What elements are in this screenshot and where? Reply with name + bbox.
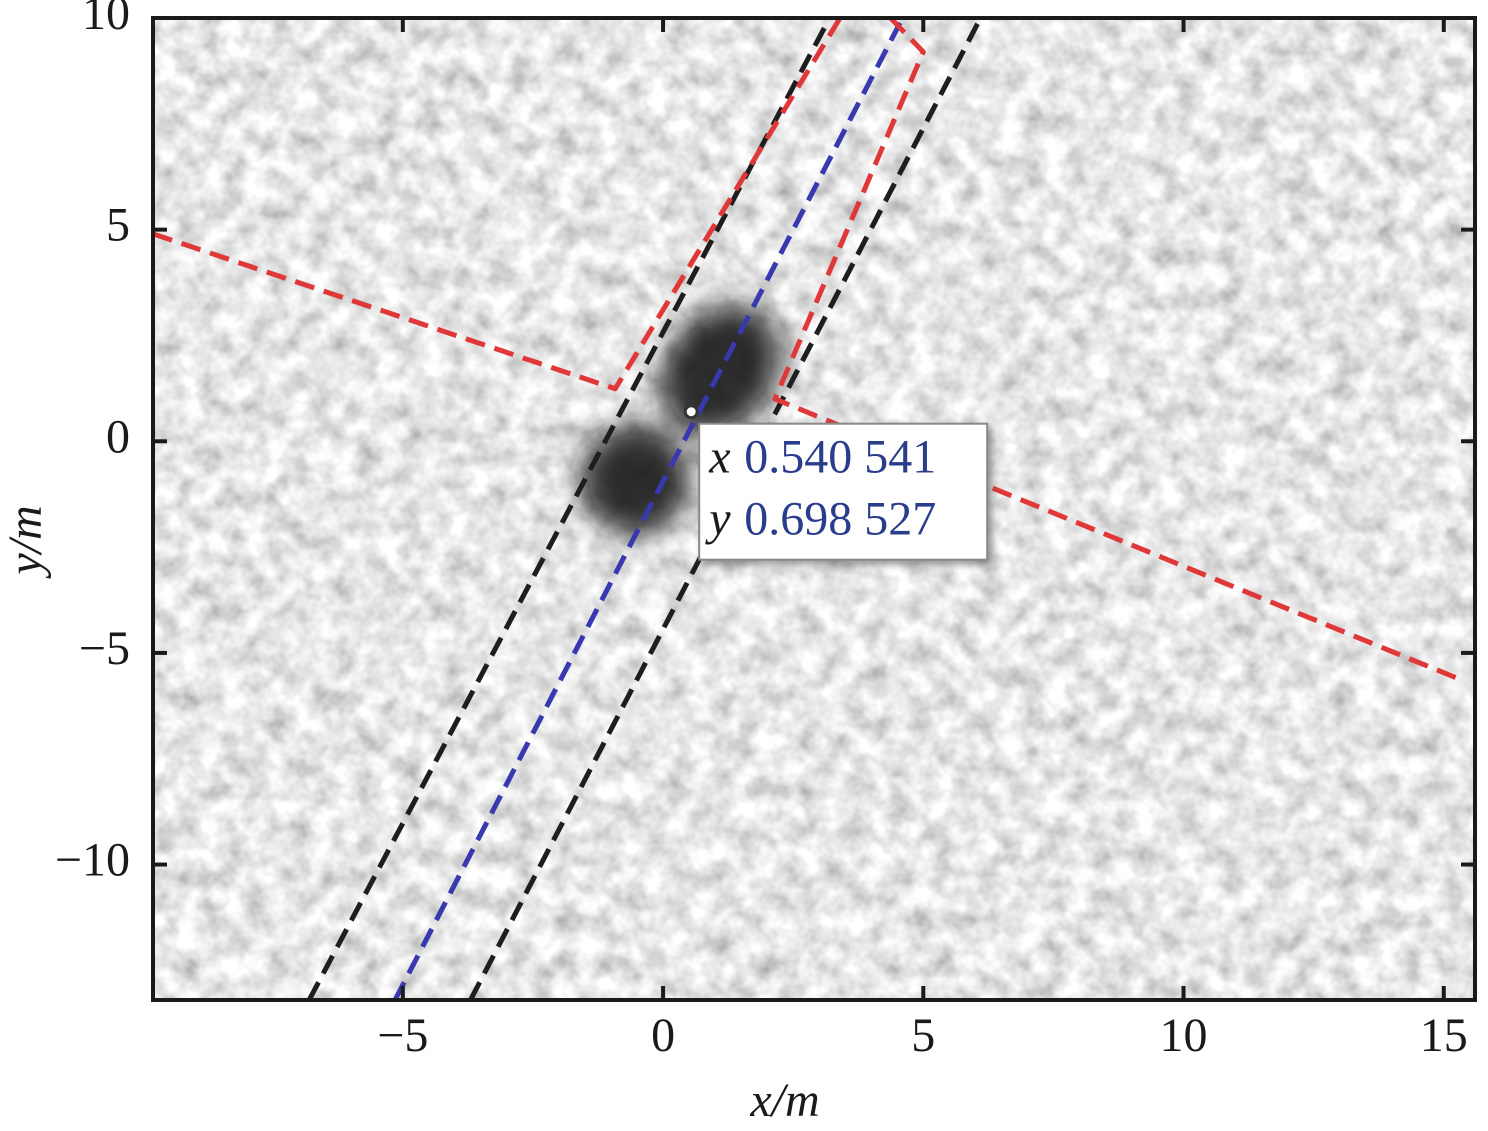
x-tick-label: −5 bbox=[377, 1009, 428, 1062]
y-tick-label: 5 bbox=[106, 199, 130, 252]
x-tick-label: 10 bbox=[1160, 1009, 1208, 1062]
y-tick-label: 0 bbox=[106, 410, 130, 463]
datatip-x-value: 0.540 541 bbox=[744, 431, 936, 484]
y-tick-label: 10 bbox=[82, 0, 130, 40]
x-tick-label: 0 bbox=[651, 1009, 675, 1062]
datatip-point bbox=[683, 404, 699, 420]
dashed-line bbox=[153, 18, 843, 392]
x-axis-label: x/m bbox=[749, 1074, 819, 1127]
dashed-line bbox=[392, 21, 903, 1000]
y-tick-label: −10 bbox=[55, 834, 130, 887]
dashed-line bbox=[306, 18, 832, 1000]
y-axis-label: y/m bbox=[0, 505, 52, 579]
x-tick-label: 15 bbox=[1420, 1009, 1468, 1062]
datatip-box bbox=[698, 422, 989, 561]
datatip-y-value: 0.698 527 bbox=[744, 493, 936, 546]
datatip-x-name: x bbox=[708, 431, 730, 484]
y-tick-label: −5 bbox=[79, 622, 130, 675]
dashed-line bbox=[772, 18, 1466, 684]
dark-blob bbox=[580, 425, 690, 535]
plot-frame bbox=[151, 16, 1477, 1002]
datatip-y-name: y bbox=[704, 493, 731, 546]
x-tick-label: 5 bbox=[911, 1009, 935, 1062]
